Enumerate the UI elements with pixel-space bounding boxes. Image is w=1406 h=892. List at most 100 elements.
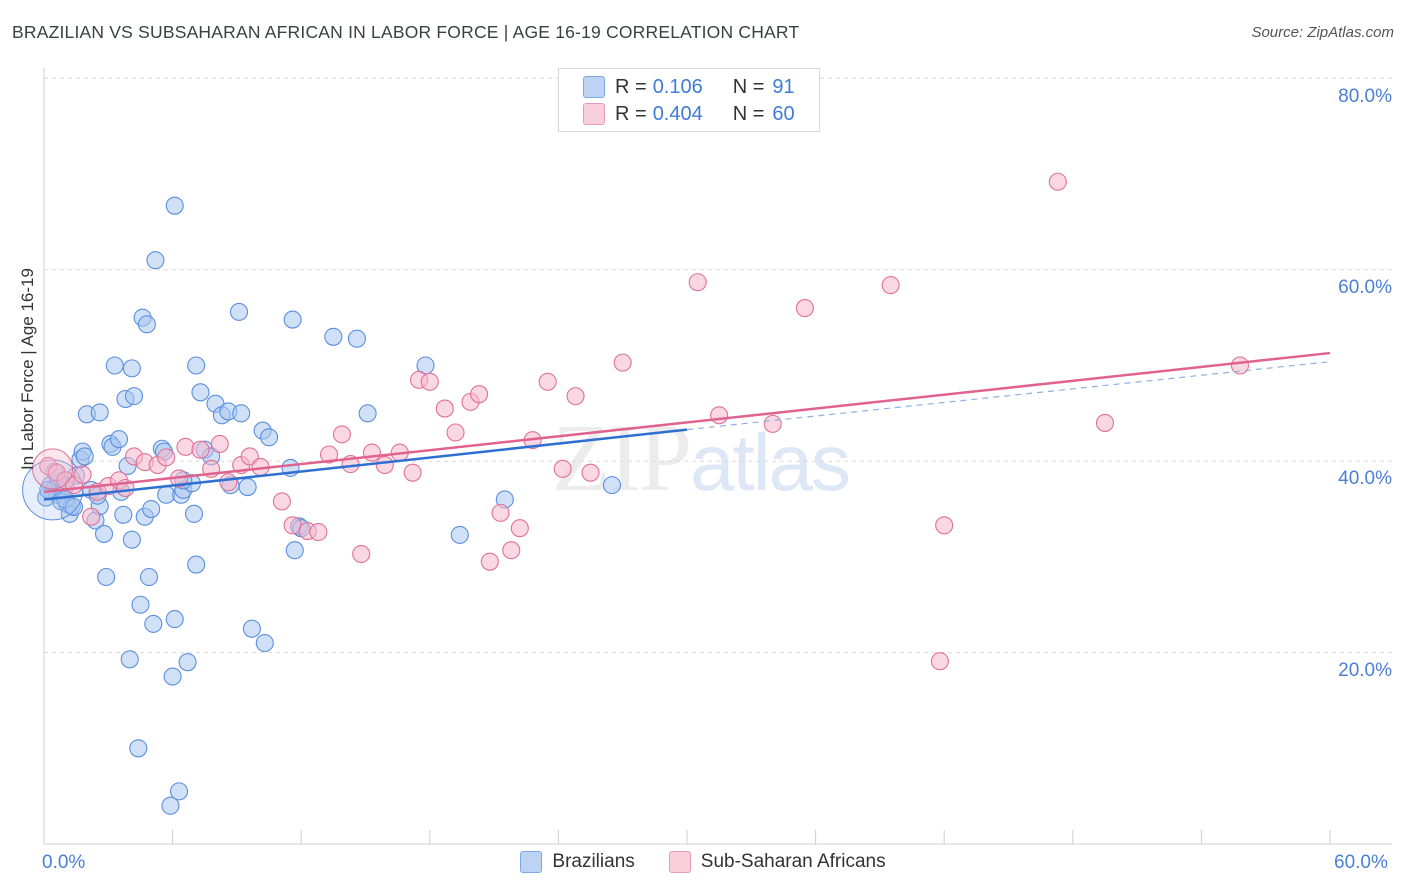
legend-row-subsaharan: R = 0.404 N = 60 — [583, 102, 795, 126]
watermark-zip: ZIP — [552, 404, 692, 511]
subsaharan-point — [502, 541, 521, 560]
subsaharan-point — [73, 465, 92, 484]
brazilian-point — [187, 555, 206, 574]
subsaharan-trend-line — [43, 351, 1331, 494]
legend-n-value: 91 — [772, 75, 795, 98]
brazilians-trend-line — [43, 428, 688, 501]
legend-swatch-brazilians — [583, 76, 605, 98]
subsaharan-point — [446, 423, 465, 442]
subsaharan-point — [935, 516, 954, 535]
brazilians-trend-extension — [686, 361, 1331, 431]
brazilian-point — [169, 782, 189, 801]
brazilian-point — [114, 505, 133, 524]
brazilian-point — [450, 525, 469, 544]
brazilian-point — [283, 310, 302, 329]
subsaharan-point — [763, 414, 782, 433]
legend-row-brazilians: R = 0.106 N = 91 — [583, 75, 795, 99]
legend-r-label: R = — [615, 102, 647, 125]
subsaharan-point — [553, 459, 572, 478]
brazilian-point — [129, 739, 148, 758]
legend-n-label: N = — [732, 75, 765, 98]
subsaharan-point — [510, 519, 529, 538]
brazilian-point — [165, 610, 184, 629]
subsaharan-point — [352, 544, 371, 564]
y-axis-label: In Labor Force | Age 16-19 — [18, 268, 37, 470]
trend-lines — [43, 351, 1331, 501]
zipatlas-watermark: ZIPatlas — [552, 402, 851, 513]
y-tick-40: 40.0% — [1338, 468, 1392, 489]
subsaharan-point — [930, 652, 949, 671]
subsaharan-point — [470, 385, 489, 404]
subsaharan-point — [362, 443, 381, 462]
brazilian-point — [157, 485, 176, 504]
subsaharan-point — [435, 399, 454, 418]
subsaharan-point — [710, 406, 729, 425]
brazilian-point — [109, 430, 129, 449]
chart-source: Source: ZipAtlas.com — [1251, 24, 1394, 41]
brazilian-point — [64, 498, 84, 517]
legend-label-subsaharan: Sub-Saharan Africans — [700, 851, 886, 872]
brazilian-point — [324, 327, 343, 346]
brazilian-point — [358, 404, 377, 423]
x-tick-min: 0.0% — [42, 852, 86, 873]
legend-swatch-subsaharan — [668, 851, 691, 873]
brazilian-point — [165, 196, 184, 215]
brazilian-point — [120, 650, 139, 669]
subsaharan-point — [210, 434, 229, 454]
brazilian-point — [163, 667, 182, 686]
brazilian-point — [187, 356, 206, 375]
brazilian-point — [242, 619, 261, 638]
subsaharan-point — [1095, 413, 1114, 432]
legend-n-label: N = — [732, 102, 765, 125]
subsaharan-point — [480, 552, 499, 571]
correlation-legend: R = 0.106 N = 91 R = 0.404 N = 60 — [558, 68, 820, 132]
legend-r-value: 0.404 — [652, 102, 703, 125]
legend-swatch-brazilians — [520, 851, 543, 873]
legend-r-value: 0.106 — [652, 75, 703, 98]
subsaharan-point — [375, 455, 394, 475]
brazilian-point — [124, 387, 144, 406]
subsaharan-point — [283, 516, 302, 535]
brazilian-point — [238, 477, 257, 497]
brazilian-point — [139, 567, 159, 587]
subsaharan-point — [320, 445, 339, 464]
brazilian-point — [178, 653, 197, 672]
subsaharan-point — [566, 387, 585, 406]
subsaharan-points — [32, 172, 1250, 671]
y-tick-80: 80.0% — [1338, 86, 1392, 107]
subsaharan-point — [82, 507, 101, 526]
watermark-atlas: atlas — [690, 418, 851, 507]
legend-label-brazilians: Brazilians — [552, 851, 635, 872]
legend-item-brazilians: Brazilians — [520, 851, 635, 873]
x-tick-max: 60.0% — [1334, 852, 1388, 873]
brazilian-point — [602, 476, 622, 495]
brazilian-point — [191, 383, 210, 402]
subsaharan-point — [309, 522, 328, 542]
subsaharan-point — [688, 273, 707, 292]
brazilian-point — [285, 541, 304, 560]
legend-swatch-subsaharan — [583, 103, 605, 125]
brazilian-point — [94, 524, 114, 543]
subsaharan-point — [538, 372, 557, 391]
brazilian-point — [122, 530, 141, 549]
subsaharan-point — [176, 437, 195, 456]
legend-n-value: 60 — [772, 102, 795, 125]
brazilians-points — [22, 196, 622, 815]
y-tick-60: 60.0% — [1338, 277, 1392, 298]
subsaharan-point — [491, 503, 510, 522]
brazilian-point — [161, 796, 180, 815]
chart-title: BRAZILIAN VS SUBSAHARAN AFRICAN IN LABOR… — [12, 22, 800, 42]
grid-lines — [44, 77, 1392, 654]
subsaharan-point — [191, 440, 210, 459]
brazilian-point — [97, 567, 116, 587]
axes — [43, 68, 1392, 845]
brazilian-point — [184, 504, 204, 523]
brazilian-point — [347, 329, 366, 348]
subsaharan-point — [332, 425, 351, 444]
brazilian-point — [259, 428, 279, 447]
brazilian-point — [105, 356, 124, 375]
legend-item-subsaharan: Sub-Saharan Africans — [668, 851, 886, 873]
brazilian-point — [75, 447, 94, 466]
subsaharan-point — [420, 372, 439, 391]
